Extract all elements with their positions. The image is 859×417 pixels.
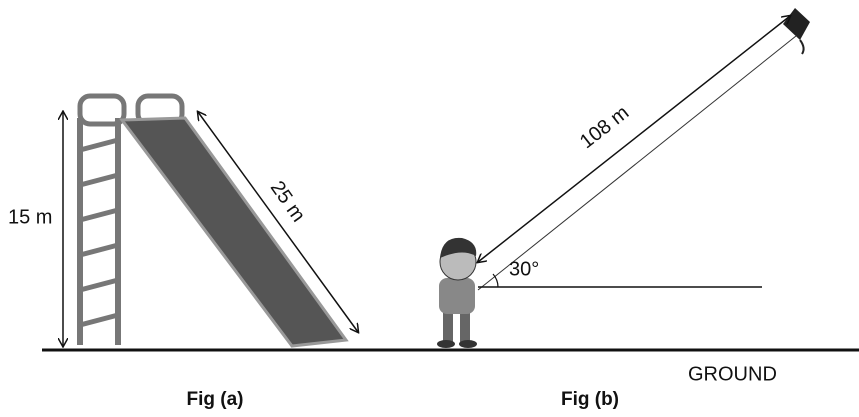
kite-string: [478, 36, 796, 290]
shoe: [459, 340, 477, 348]
caption: Fig (b): [561, 389, 619, 410]
caption: Fig (a): [187, 389, 244, 410]
slide-label: 25 m: [266, 177, 310, 226]
body: [439, 278, 475, 314]
boy: [437, 238, 477, 348]
kite-body: [783, 8, 810, 40]
diagram: 15 m 25 m 108 m 30° GROUND Fig (a) Fig (…: [0, 0, 859, 417]
shoe: [437, 340, 455, 348]
kite-tail: [800, 40, 804, 54]
slide: [122, 118, 346, 346]
height-label: 15 m: [8, 206, 52, 228]
ground-label: GROUND: [688, 363, 777, 385]
page: 15 m 25 m 108 m 30° GROUND Fig (a) Fig (…: [0, 0, 859, 417]
kite: [783, 8, 810, 54]
angle-label: 30°: [509, 258, 539, 280]
ladder-rungs: [80, 140, 118, 325]
string-arrow: [478, 16, 790, 262]
